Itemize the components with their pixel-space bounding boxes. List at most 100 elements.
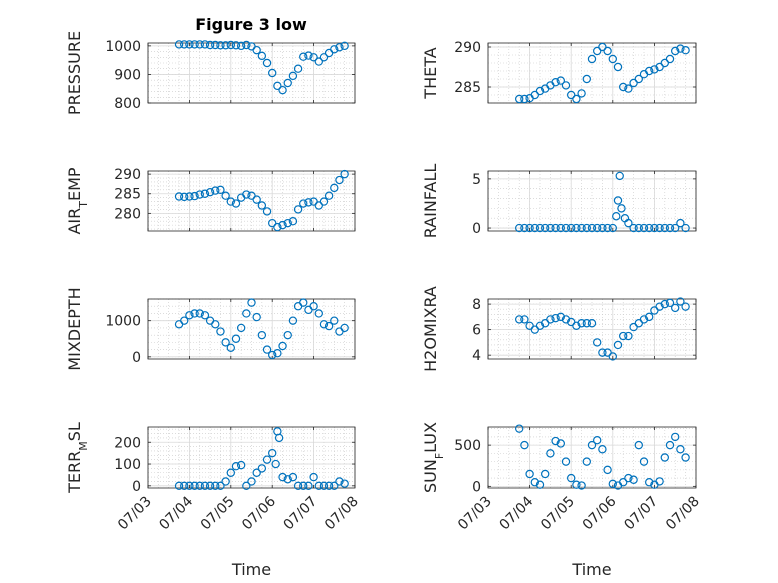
data-point — [293, 481, 303, 491]
data-point — [195, 481, 204, 491]
y-tick-label: 280 — [114, 206, 141, 222]
axes-box — [487, 298, 697, 360]
data-point — [530, 478, 540, 487]
data-point — [211, 186, 220, 195]
data-point — [324, 191, 334, 200]
data-point — [603, 46, 612, 56]
data-point — [257, 201, 267, 210]
data-point — [268, 218, 277, 228]
data-point — [629, 475, 638, 484]
data-point — [314, 57, 323, 66]
data-point — [619, 478, 628, 487]
data-point — [546, 449, 555, 458]
y-tick-label: 1000 — [105, 39, 141, 55]
data-point — [231, 462, 241, 471]
data-point — [324, 481, 334, 491]
y-tick-label: 285 — [454, 80, 481, 96]
y-tick-label: 290 — [454, 40, 481, 56]
data-point — [226, 40, 235, 50]
x-tick-label: 07/07 — [281, 494, 321, 534]
data-point — [613, 196, 623, 205]
data-point — [335, 175, 344, 185]
data-point — [556, 312, 566, 322]
x-tick-label: 07/07 — [621, 494, 661, 534]
data-point — [180, 192, 189, 202]
data-point — [598, 348, 607, 357]
data-point — [587, 319, 597, 328]
data-point — [314, 201, 323, 210]
data-point — [200, 311, 210, 320]
data-point — [655, 477, 664, 486]
data-point — [624, 331, 633, 341]
data-point — [582, 457, 592, 466]
data-point — [293, 205, 303, 214]
data-point — [650, 65, 659, 74]
y-axis-label: TERRMSL — [65, 422, 90, 494]
axes-box — [147, 426, 356, 489]
data-point — [587, 440, 597, 450]
data-point — [205, 187, 215, 197]
data-point — [515, 94, 524, 104]
subplot-air-temp: 280 285 290 AIRTEMP — [65, 167, 356, 235]
data-point — [195, 190, 204, 199]
data-point — [530, 90, 540, 100]
data-point — [639, 315, 649, 324]
subplot-rainfall: 0 5 RAINFALL — [421, 164, 697, 238]
data-point — [211, 320, 220, 329]
subplot-pressure: 800 900 1000 PRESSURE — [65, 31, 356, 115]
data-point — [681, 453, 690, 462]
data-point — [340, 323, 349, 333]
data-point — [535, 86, 545, 96]
y-tick-label: 800 — [114, 96, 141, 112]
data-point — [593, 435, 602, 445]
data-point — [681, 46, 690, 55]
data-point — [314, 309, 323, 318]
data-point — [273, 81, 282, 91]
y-tick-label: 8 — [472, 297, 481, 313]
data-point — [515, 315, 524, 324]
data-point — [174, 481, 184, 491]
data-point — [236, 323, 246, 333]
y-tick-label: 4 — [472, 348, 481, 364]
data-point — [180, 316, 189, 325]
data-point — [262, 345, 272, 354]
data-point — [593, 338, 602, 347]
data-point — [221, 41, 230, 50]
data-point — [645, 478, 654, 487]
data-point — [634, 74, 644, 84]
data-point — [577, 319, 586, 328]
data-point — [283, 330, 292, 340]
data-point — [608, 223, 618, 233]
data-point — [257, 330, 267, 340]
data-point — [520, 223, 529, 233]
data-point — [262, 207, 272, 216]
data-point — [185, 192, 194, 201]
data-point — [577, 481, 586, 490]
data-point — [551, 313, 560, 323]
data-point — [660, 223, 670, 233]
data-point — [671, 223, 680, 233]
data-point — [190, 40, 199, 49]
data-point — [535, 480, 545, 489]
data-point — [520, 94, 529, 104]
data-point — [676, 44, 685, 53]
data-point — [608, 352, 618, 361]
data-point — [283, 475, 292, 484]
data-point — [634, 440, 644, 450]
data-point — [231, 334, 241, 343]
data-point — [226, 343, 235, 352]
data-point — [299, 52, 308, 61]
data-point — [624, 218, 633, 228]
data-point — [593, 223, 602, 233]
data-point — [268, 350, 277, 360]
subplot-h2omixra: 4 6 8 H2OMIXRA — [421, 286, 697, 372]
data-point — [619, 331, 628, 341]
y-tick-label: 290 — [114, 167, 141, 183]
data-point — [535, 223, 545, 233]
x-tick-label: 07/08 — [663, 494, 703, 534]
data-point — [335, 43, 344, 52]
data-point — [660, 299, 670, 309]
data-point — [236, 460, 246, 470]
data-point — [330, 183, 339, 193]
data-point — [617, 204, 626, 213]
